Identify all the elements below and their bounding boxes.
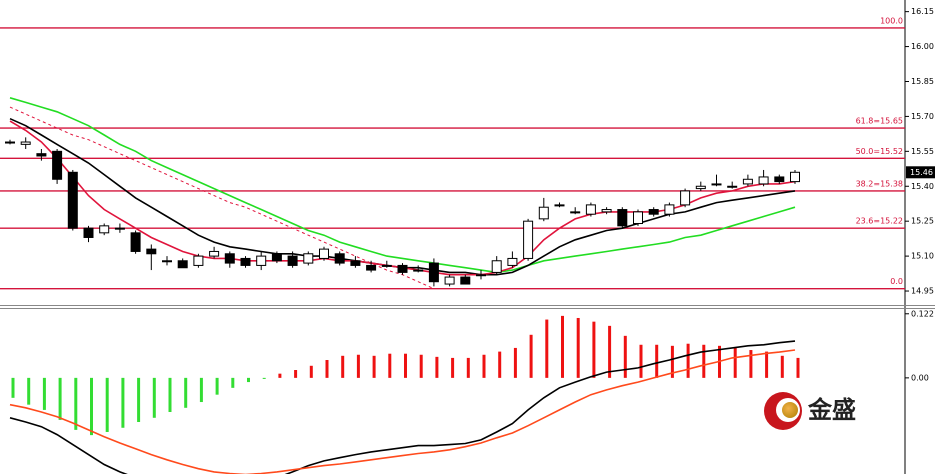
- candle-body: [36, 153, 47, 157]
- candle-body: [177, 260, 188, 269]
- candle-body: [444, 276, 455, 285]
- candle-body: [695, 185, 706, 190]
- candle-body: [790, 171, 800, 183]
- candle-body: [20, 141, 31, 145]
- candle-body: [413, 269, 424, 272]
- candle-body: [381, 264, 392, 267]
- axes: 16.15 16.00 15.85 15.70 15.55 15.40 15.25 15.10…: [856, 7, 935, 382]
- candle-body: [601, 209, 612, 213]
- indicator-line: [9, 106, 435, 290]
- candle-body: [633, 211, 643, 225]
- price-panel: [0, 27, 905, 290]
- macd-panel: [9, 315, 800, 474]
- candle-body: [554, 204, 565, 207]
- candle-body: [303, 253, 314, 264]
- candle-body: [758, 176, 769, 185]
- candle-body: [774, 176, 785, 183]
- candle-body: [240, 257, 251, 266]
- candle-body: [319, 248, 329, 259]
- candle-body: [397, 264, 408, 273]
- candle-body: [538, 206, 549, 220]
- candle-body: [271, 253, 282, 262]
- y-tick-label: 16.00: [911, 42, 934, 51]
- fib-label: 61.8=15.65: [856, 117, 903, 126]
- candle-body: [680, 190, 691, 206]
- candle-body: [193, 255, 204, 266]
- y-tick-label: 14.95: [911, 287, 934, 296]
- candle-body: [114, 227, 125, 230]
- candle-body: [460, 276, 471, 285]
- logo-icon: [782, 402, 798, 418]
- candle-body: [664, 204, 675, 215]
- candle-body: [287, 255, 298, 266]
- candle-body: [727, 185, 738, 188]
- candle-body: [507, 257, 518, 266]
- candle-body: [334, 253, 345, 264]
- y-tick-label: 0.122: [911, 309, 934, 318]
- candle-body: [428, 262, 439, 283]
- candle-body: [585, 204, 596, 215]
- y-tick-label: 15.10: [911, 252, 934, 261]
- candle-body: [648, 209, 659, 215]
- indicator-line: [9, 97, 796, 274]
- y-tick-label: 15.40: [911, 182, 934, 191]
- fib-label: 100.0: [880, 16, 903, 25]
- y-tick-label: 16.15: [911, 7, 934, 16]
- candle-body: [52, 150, 63, 180]
- candle-body: [742, 178, 753, 185]
- y-tick-label: 15.25: [911, 217, 934, 226]
- logo: 金盛: [764, 392, 856, 430]
- logo-text: 金盛: [807, 396, 856, 424]
- candle-body: [130, 232, 141, 252]
- candle-body: [5, 141, 15, 144]
- last-price-label: 15.46: [910, 168, 933, 177]
- fib-label: 23.6=15.22: [856, 217, 903, 226]
- y-tick-label: 15.55: [911, 147, 934, 156]
- fib-label: 50.0=15.52: [856, 147, 903, 156]
- fib-label: 0.0: [890, 277, 903, 286]
- candle-body: [209, 250, 220, 257]
- candle-body: [146, 248, 157, 255]
- y-tick-label: 15.70: [911, 112, 934, 121]
- last-price-box: [906, 166, 935, 179]
- fib-label: 38.2=15.38: [856, 179, 903, 188]
- indicator-line: [9, 340, 796, 474]
- candle-body: [99, 225, 110, 234]
- y-tick-label: 0.00: [911, 373, 929, 382]
- candle-body: [83, 227, 94, 238]
- candle-body: [711, 183, 722, 186]
- y-tick-label: 15.85: [911, 77, 934, 86]
- candle-body: [256, 255, 267, 266]
- candle-body: [570, 211, 581, 214]
- candle-body: [617, 209, 628, 227]
- candle-body: [350, 260, 361, 266]
- candle-body: [162, 260, 172, 263]
- candle-body: [491, 260, 502, 273]
- candle-body: [67, 171, 78, 229]
- candle-body: [476, 274, 486, 277]
- candle-body: [224, 253, 235, 264]
- candle-body: [523, 220, 534, 259]
- candle-body: [366, 264, 377, 271]
- indicator-line: [9, 349, 796, 474]
